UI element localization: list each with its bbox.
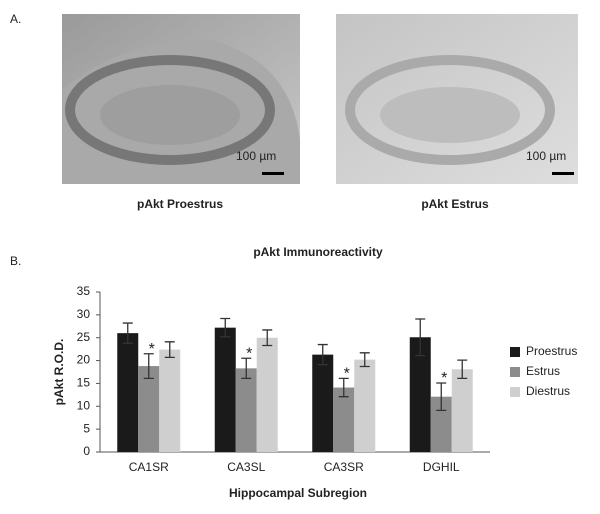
error-bar bbox=[415, 318, 426, 357]
significance-marker: * bbox=[246, 346, 252, 363]
error-bar bbox=[220, 317, 231, 338]
image-caption: pAkt Proestrus bbox=[137, 197, 223, 211]
error-bar bbox=[359, 352, 370, 368]
significance-marker: * bbox=[344, 366, 350, 383]
legend-label: Diestrus bbox=[526, 384, 570, 398]
legend-swatch bbox=[510, 367, 520, 377]
error-bar bbox=[122, 322, 133, 344]
legend-swatch bbox=[510, 347, 520, 357]
significance-marker: * bbox=[149, 341, 155, 358]
legend-label: Proestrus bbox=[526, 344, 577, 358]
y-tick-label: 15 bbox=[77, 376, 91, 390]
image-caption: pAkt Estrus bbox=[421, 197, 489, 211]
error-bar bbox=[262, 329, 273, 347]
bar bbox=[451, 369, 473, 452]
panel-label: A. bbox=[10, 12, 21, 26]
x-axis-label: Hippocampal Subregion bbox=[229, 486, 367, 500]
legend-swatch bbox=[510, 387, 520, 397]
micrograph bbox=[336, 14, 578, 184]
error-bar bbox=[143, 353, 154, 380]
legend-label: Estrus bbox=[526, 364, 560, 378]
bar bbox=[138, 366, 160, 452]
bar bbox=[256, 337, 278, 452]
micrograph bbox=[62, 14, 300, 184]
error-bar bbox=[338, 377, 349, 398]
bar bbox=[312, 354, 334, 452]
bar bbox=[159, 349, 181, 452]
significance-marker: * bbox=[441, 370, 447, 387]
y-tick-label: 30 bbox=[77, 307, 91, 321]
y-tick-label: 0 bbox=[83, 444, 90, 458]
y-tick-label: 25 bbox=[77, 330, 91, 344]
panel-label: B. bbox=[10, 254, 21, 268]
bar bbox=[214, 327, 236, 452]
error-bar bbox=[241, 357, 252, 380]
bar bbox=[333, 387, 355, 452]
bar bbox=[117, 333, 139, 452]
bar bbox=[430, 396, 452, 452]
y-tick-label: 10 bbox=[77, 398, 91, 412]
error-bar bbox=[317, 343, 328, 366]
error-bar bbox=[436, 382, 447, 412]
bar bbox=[354, 359, 376, 452]
x-tick-label: CA3SR bbox=[324, 460, 364, 474]
y-tick-label: 5 bbox=[83, 421, 90, 435]
error-bar bbox=[457, 359, 468, 380]
y-tick-label: 35 bbox=[77, 284, 91, 298]
bar bbox=[235, 368, 257, 452]
y-axis-label: pAkt R.O.D. bbox=[52, 339, 66, 406]
chart-title: pAkt Immunoreactivity bbox=[253, 245, 383, 259]
x-tick-label: CA3SL bbox=[227, 460, 265, 474]
y-tick-label: 20 bbox=[77, 353, 91, 367]
x-tick-label: CA1SR bbox=[129, 460, 169, 474]
bar bbox=[409, 337, 431, 452]
scale-bar-label: 100 µm bbox=[236, 149, 276, 163]
error-bar bbox=[164, 341, 175, 359]
scale-bar-label: 100 µm bbox=[526, 149, 566, 163]
x-tick-label: DGHIL bbox=[423, 460, 460, 474]
